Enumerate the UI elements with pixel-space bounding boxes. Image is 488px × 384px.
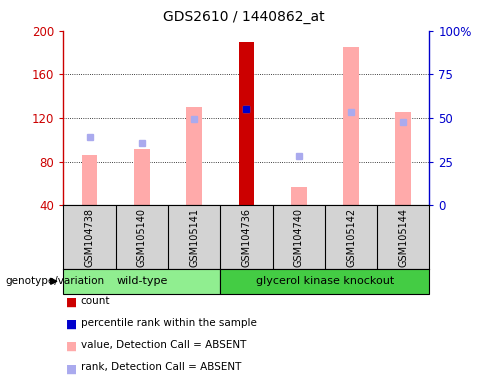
Bar bbox=[343, 47, 359, 205]
Text: GDS2610 / 1440862_at: GDS2610 / 1440862_at bbox=[163, 10, 325, 23]
Text: wild-type: wild-type bbox=[116, 276, 167, 286]
Text: GSM105142: GSM105142 bbox=[346, 208, 356, 266]
Text: glycerol kinase knockout: glycerol kinase knockout bbox=[256, 276, 394, 286]
Text: ■: ■ bbox=[66, 340, 77, 353]
Bar bbox=[220, 269, 429, 294]
Text: ■: ■ bbox=[66, 296, 77, 309]
Text: GSM104736: GSM104736 bbox=[242, 208, 251, 266]
Bar bbox=[186, 107, 202, 205]
Bar bbox=[395, 111, 411, 205]
Bar bbox=[63, 269, 220, 294]
Text: GSM104738: GSM104738 bbox=[84, 208, 95, 266]
Text: percentile rank within the sample: percentile rank within the sample bbox=[81, 318, 256, 328]
Text: rank, Detection Call = ABSENT: rank, Detection Call = ABSENT bbox=[81, 362, 241, 372]
Bar bbox=[239, 41, 254, 205]
Bar bbox=[239, 41, 254, 205]
Text: value, Detection Call = ABSENT: value, Detection Call = ABSENT bbox=[81, 340, 246, 350]
Text: ■: ■ bbox=[66, 362, 77, 376]
Text: GSM104740: GSM104740 bbox=[294, 208, 304, 266]
Text: GSM105140: GSM105140 bbox=[137, 208, 147, 266]
Text: GSM105141: GSM105141 bbox=[189, 208, 199, 266]
Text: GSM105144: GSM105144 bbox=[398, 208, 408, 266]
Bar bbox=[134, 149, 150, 205]
Bar bbox=[291, 187, 306, 205]
Text: genotype/variation: genotype/variation bbox=[5, 276, 104, 286]
Bar bbox=[82, 155, 98, 205]
Text: ■: ■ bbox=[66, 318, 77, 331]
Text: count: count bbox=[81, 296, 110, 306]
